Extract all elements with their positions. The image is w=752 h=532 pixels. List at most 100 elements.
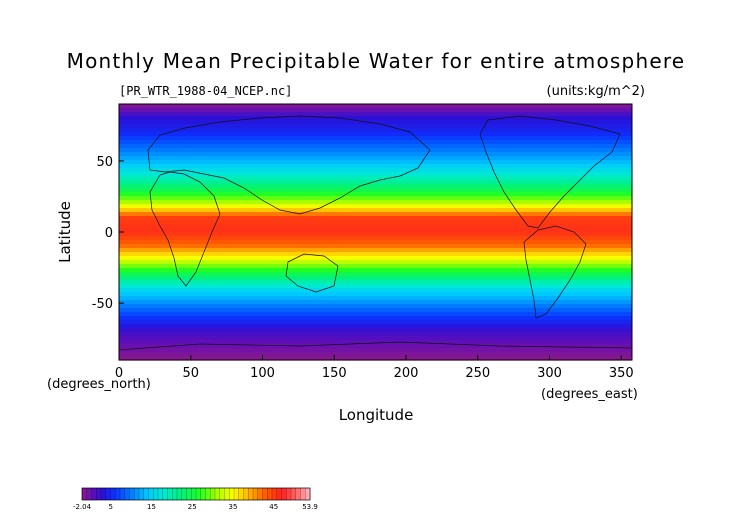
latitude-band	[119, 132, 632, 137]
colorbar-cell	[262, 487, 268, 501]
latitude-band	[119, 320, 632, 325]
x-axis-unit-label: (degrees_east)	[541, 387, 638, 402]
colorbar-cell	[214, 487, 221, 501]
latitude-band	[119, 168, 632, 173]
y-axis-ticks: 50 0 -50	[92, 155, 124, 312]
latitude-band	[119, 164, 632, 169]
latitude-band	[119, 152, 632, 157]
latitude-band	[119, 136, 632, 141]
x-axis-ticks: 0 50 100 150 200 250 300 350	[115, 355, 634, 381]
colorbar-cell	[233, 487, 240, 501]
latitude-band	[119, 248, 632, 253]
colorbar-cell	[238, 487, 244, 501]
colorbar-cell	[300, 487, 306, 501]
latitude-band	[119, 312, 632, 317]
latitude-band	[119, 264, 632, 269]
x-axis-label: Longitude	[339, 406, 414, 424]
latitude-band	[119, 144, 632, 149]
colorbar-cell	[167, 487, 173, 501]
coastline-antarctica	[118, 341, 633, 351]
colorbar-label: 35	[229, 503, 238, 511]
latitude-band	[119, 184, 632, 189]
colorbar-label: 53.9	[302, 503, 318, 511]
chart-title: Monthly Mean Precipitable Water for enti…	[67, 49, 686, 73]
latitude-band	[119, 260, 632, 265]
colorbar-cell	[224, 487, 230, 501]
colorbar-cell	[286, 487, 292, 501]
colorbar-cell	[271, 487, 278, 501]
colorbar-frame	[81, 487, 311, 501]
coastline-africa	[149, 171, 221, 287]
latitude-band	[119, 208, 632, 213]
colorbar-cell	[205, 487, 211, 501]
colorbar-cell	[257, 487, 263, 501]
x-tick-label: 150	[322, 366, 347, 381]
latitude-band	[119, 120, 632, 125]
latitude-band	[119, 172, 632, 177]
latitude-band	[119, 192, 632, 197]
latitude-band	[119, 204, 632, 209]
coastline-north-america	[479, 115, 621, 229]
x-tick-label: 50	[182, 366, 199, 381]
latitude-band	[119, 308, 632, 313]
colorbar-cell	[96, 487, 102, 501]
latitude-band	[119, 352, 632, 357]
colorbar-cell	[191, 487, 197, 501]
latitude-band	[119, 304, 632, 309]
colorbar-label: 5	[108, 503, 112, 511]
latitude-band	[119, 272, 632, 277]
latitude-band	[119, 356, 632, 361]
latitude-band	[119, 176, 632, 181]
latitude-bands	[119, 104, 632, 361]
chart-subtitle: [PR_WTR_1988-04_NCEP.nc]	[119, 84, 292, 98]
colorbar-label: 25	[188, 503, 197, 511]
latitude-band	[119, 340, 632, 345]
colorbar-labels: -2.04 5 15 25 35 45 53.9	[73, 503, 318, 511]
latitude-band	[119, 316, 632, 321]
x-tick-label: 200	[394, 366, 419, 381]
colorbar-cell	[181, 487, 187, 501]
colorbar-cell	[281, 487, 287, 501]
latitude-band	[119, 196, 632, 201]
coastline-south-america	[523, 225, 587, 319]
latitude-band	[119, 268, 632, 273]
latitude-band	[119, 348, 632, 353]
colorbar: -2.04 5 15 25 35 45 53.9	[73, 487, 318, 511]
latitude-band	[119, 188, 632, 193]
colorbar-cell	[157, 487, 164, 501]
colorbar-label: -2.04	[73, 503, 92, 511]
latitude-band	[119, 220, 632, 225]
y-axis-unit-label: (degrees_north)	[47, 377, 151, 392]
latitude-band	[119, 296, 632, 301]
latitude-band	[119, 108, 632, 113]
latitude-band	[119, 224, 632, 229]
colorbar-cell	[110, 487, 116, 501]
latitude-band	[119, 336, 632, 341]
coastline-australia	[285, 253, 339, 293]
plot-area	[118, 103, 633, 361]
colorbar-cell	[115, 487, 121, 501]
colorbar-cell	[243, 487, 249, 501]
latitude-band	[119, 216, 632, 221]
colorbar-cell	[81, 487, 88, 501]
latitude-band	[119, 236, 632, 241]
colorbar-cell	[252, 487, 259, 501]
y-tick-label: 0	[105, 226, 113, 241]
latitude-band	[119, 116, 632, 121]
latitude-band	[119, 252, 632, 257]
latitude-band	[119, 324, 632, 329]
x-tick-label: 250	[465, 366, 490, 381]
coastlines	[118, 115, 633, 351]
colorbar-cell	[124, 487, 130, 501]
colorbar-cell	[305, 487, 311, 501]
colorbar-cell	[200, 487, 206, 501]
colorbar-cell	[248, 487, 254, 501]
colorbar-cells	[81, 487, 311, 501]
latitude-band	[119, 292, 632, 297]
colorbar-cell	[119, 487, 126, 501]
latitude-band	[119, 232, 632, 237]
colorbar-cell	[195, 487, 202, 501]
units-label: (units:kg/m^2)	[547, 84, 645, 99]
colorbar-cell	[148, 487, 154, 501]
colorbar-cell	[138, 487, 145, 501]
